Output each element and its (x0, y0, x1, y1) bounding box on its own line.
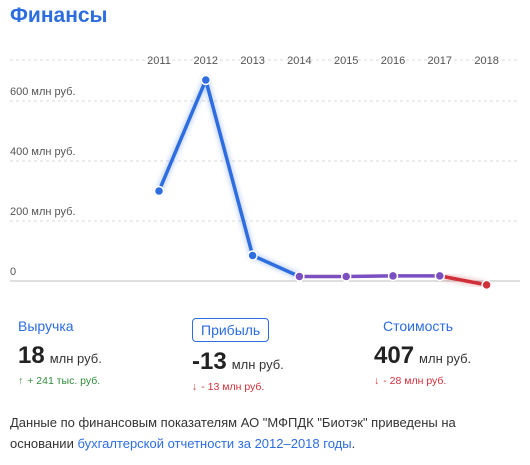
x-tick-label: 2016 (381, 55, 405, 67)
metric-value-delta-text: - 28 млн руб. (383, 375, 447, 387)
data-point (294, 271, 305, 282)
y-tick-label: 400 млн руб. (10, 146, 76, 158)
metric-revenue-unit: млн руб. (49, 351, 102, 366)
metric-value-value: 407 (374, 342, 415, 369)
metric-profit-value: -13 (192, 348, 227, 375)
metric-profit-label[interactable]: Прибыль (192, 318, 270, 342)
data-point (340, 271, 352, 282)
series-segment (204, 78, 255, 258)
metric-value-value-row: 407 млн руб. (374, 342, 471, 370)
x-tick-label: 2013 (240, 55, 264, 67)
footnote-end: . (351, 436, 356, 451)
metric-profit[interactable]: Прибыль -13 млн руб. ↓ - 13 млн руб. (192, 318, 284, 393)
y-tick-label: 200 млн руб. (10, 206, 76, 218)
data-point (153, 185, 165, 197)
series-segment (157, 78, 208, 193)
finance-line-chart: 0 200 млн руб. 400 млн руб. 600 млн руб. 201… (10, 55, 520, 291)
metric-value-unit: млн руб. (419, 351, 472, 366)
x-tick-label: 2018 (474, 55, 498, 67)
metric-profit-value-row: -13 млн руб. (192, 348, 284, 376)
arrow-down-icon: ↓ (192, 381, 198, 393)
metric-revenue-label[interactable]: Выручка (18, 318, 74, 334)
y-tick-label: 600 млн руб. (10, 86, 76, 98)
x-tick-label: 2014 (287, 55, 311, 67)
metric-profit-delta-text: - 13 млн руб. (201, 381, 265, 393)
series-segment (438, 274, 489, 287)
series-segment (344, 274, 395, 279)
metric-revenue-delta-text: + 241 тыс. руб. (27, 375, 101, 387)
metric-value[interactable]: Стоимость 407 млн руб. ↓ - 28 млн руб. (374, 318, 471, 387)
x-tick-label: 2012 (194, 55, 218, 67)
metrics-row: Выручка 18 млн руб. ↑ + 241 тыс. руб. Приб… (0, 318, 530, 398)
footnote: Данные по финансовым показателям АО "МФП… (10, 412, 510, 454)
data-point (481, 279, 492, 291)
metric-revenue-value: 18 (18, 342, 45, 369)
footnote-text: Данные по финансовым показателям АО "МФП… (10, 415, 456, 451)
arrow-down-icon: ↓ (374, 375, 380, 387)
metric-revenue[interactable]: Выручка 18 млн руб. ↑ + 241 тыс. руб. (18, 318, 102, 387)
section-title: Финансы (10, 4, 108, 27)
data-point (387, 270, 399, 282)
metric-revenue-delta: ↑ + 241 тыс. руб. (18, 375, 102, 387)
y-tick-label: 0 (10, 266, 16, 278)
accounting-report-link[interactable]: бухгалтерской отчетности за 2012–2018 го… (77, 436, 352, 451)
metric-value-label[interactable]: Стоимость (383, 318, 454, 334)
data-point (434, 270, 446, 282)
x-tick-label: 2011 (147, 55, 171, 67)
x-tick-label: 2017 (428, 55, 452, 67)
metric-value-delta: ↓ - 28 млн руб. (374, 375, 471, 387)
x-tick-label: 2015 (334, 55, 358, 67)
series-segment (250, 253, 302, 279)
metric-profit-unit: млн руб. (231, 357, 284, 372)
metric-profit-delta: ↓ - 13 млн руб. (192, 381, 284, 393)
arrow-up-icon: ↑ (18, 375, 24, 387)
data-point (200, 74, 212, 86)
data-point (247, 250, 258, 261)
metric-revenue-value-row: 18 млн руб. (18, 342, 102, 370)
